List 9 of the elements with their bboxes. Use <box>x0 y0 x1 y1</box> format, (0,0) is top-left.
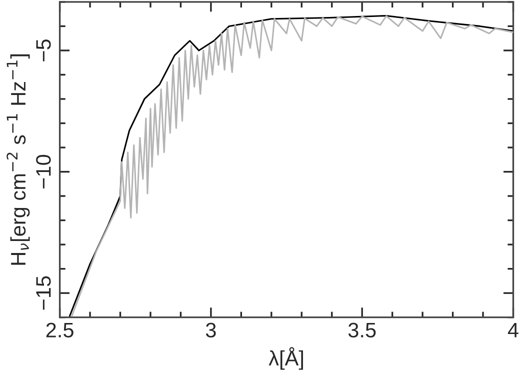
x-tick-label: 4 <box>508 322 518 338</box>
y-tick-label: −5 <box>36 39 51 62</box>
x-tick-label: 3.5 <box>348 322 376 338</box>
y-tick-label: −15 <box>36 276 51 310</box>
x-axis-title: λ[Å] <box>268 347 303 370</box>
text: H$_{ν}$[erg cm$^{−2}$ s$^{−1}$ Hz$^{−1}$] <box>6 54 30 265</box>
x-tick-label: 2.5 <box>46 322 74 338</box>
x-tick-label: 3 <box>206 322 216 338</box>
y-tick-label: −10 <box>36 154 51 188</box>
